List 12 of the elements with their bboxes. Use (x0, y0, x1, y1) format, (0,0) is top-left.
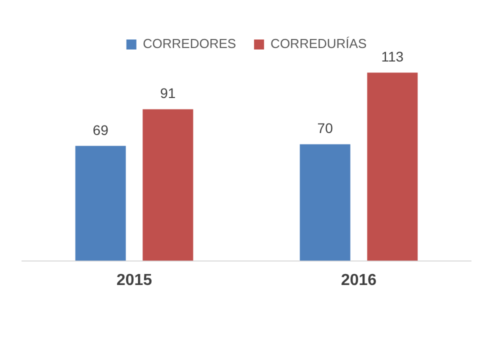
x-tick-label: 2016 (340, 272, 377, 289)
data-label: 70 (317, 120, 334, 136)
legend-label: CORREDORES (142, 36, 236, 52)
bar (367, 72, 418, 261)
bar (142, 109, 194, 261)
bar (75, 146, 126, 261)
x-tick-label: 2015 (116, 272, 152, 289)
data-label: 91 (160, 85, 176, 102)
bar (300, 144, 350, 261)
data-label: 113 (381, 48, 404, 65)
data-label: 69 (92, 122, 109, 138)
legend-label: CORREDURÍAS (270, 36, 367, 52)
